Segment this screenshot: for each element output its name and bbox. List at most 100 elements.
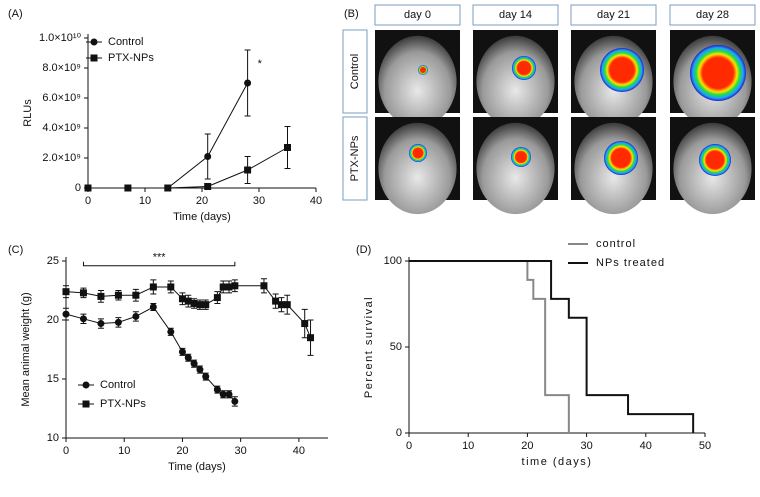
y-tick-label: 4.0×10⁹	[42, 122, 81, 134]
legend-label: Control	[108, 36, 143, 48]
data-point	[190, 360, 198, 368]
data-point	[231, 397, 239, 405]
data-point	[231, 282, 239, 290]
y-tick-label: 2.0×10⁹	[42, 152, 81, 164]
legend-label: PTX-NPs	[100, 398, 146, 410]
panel-label: (C)	[8, 244, 23, 256]
y-axis-label: Mean animal weight (g)	[20, 292, 32, 406]
data-point	[97, 292, 105, 300]
row-header: PTX-NPs	[349, 135, 361, 181]
data-point	[219, 283, 227, 291]
y-tick-label: 15	[47, 373, 59, 385]
row-header-box	[342, 29, 368, 114]
y-tick-label: 20	[47, 314, 59, 326]
y-axis-label: Percent survival	[363, 296, 375, 398]
data-point	[149, 283, 157, 291]
annotation: ***	[153, 252, 167, 264]
data-point	[284, 144, 291, 151]
x-tick-label: 0	[63, 445, 69, 457]
column-header: day 28	[696, 9, 729, 21]
data-point	[219, 390, 227, 398]
x-tick-label: 30	[580, 440, 592, 452]
legend-marker	[90, 38, 98, 46]
data-point	[260, 282, 268, 290]
legend-marker	[82, 381, 90, 389]
x-axis-label: Time (days)	[168, 461, 226, 473]
x-tick-label: 0	[406, 440, 412, 452]
annotation: *	[258, 58, 263, 70]
x-tick-label: 20	[521, 440, 533, 452]
mouse	[476, 122, 555, 215]
data-point	[225, 283, 233, 291]
data-point	[190, 299, 198, 307]
series-line	[88, 147, 288, 189]
x-tick-label: 10	[462, 440, 474, 452]
x-tick-label: 20	[196, 195, 208, 207]
signal	[604, 141, 638, 175]
x-axis-label: time (days)	[522, 456, 593, 468]
y-tick-label: 25	[47, 255, 59, 267]
x-tick-label: 0	[85, 195, 91, 207]
x-tick-label: 30	[253, 195, 265, 207]
data-point	[225, 390, 233, 398]
panel-label: (D)	[356, 244, 371, 256]
y-tick-label: 1.0×10¹⁰	[39, 32, 82, 44]
x-tick-label: 40	[310, 195, 322, 207]
data-point	[114, 291, 122, 299]
x-tick-label: 50	[699, 440, 711, 452]
mouse	[476, 35, 555, 128]
column-header-box	[570, 4, 657, 26]
data-point	[277, 301, 285, 309]
signal	[418, 65, 428, 75]
panel-label: (B)	[344, 8, 359, 20]
data-point	[167, 328, 175, 336]
image-panel: (B) day 0 day 14 day 21 day 28 Control PTX-NP…	[342, 4, 756, 215]
signal	[699, 144, 731, 176]
data-point	[178, 348, 186, 356]
data-point	[132, 312, 140, 320]
x-tick-label: 40	[293, 445, 305, 457]
y-tick-label: 6.0×10⁹	[42, 92, 81, 104]
legend-label: NPs treated	[596, 257, 665, 269]
legend-label: PTX-NPs	[108, 52, 154, 64]
panel-label: (A)	[8, 8, 23, 20]
signal	[409, 144, 427, 162]
data-point	[307, 334, 315, 342]
data-point	[283, 301, 291, 309]
data-point	[149, 303, 157, 311]
series-line	[65, 306, 236, 402]
y-tick-label: 10	[47, 432, 59, 444]
column-header-box	[669, 4, 756, 26]
data-point	[184, 297, 192, 305]
series-line	[88, 82, 249, 189]
mouse	[378, 35, 457, 128]
data-point	[202, 301, 210, 309]
annotation-bracket	[82, 261, 236, 267]
signal	[512, 56, 536, 80]
signal	[600, 48, 644, 92]
row-header-box	[342, 116, 368, 201]
data-point	[202, 373, 210, 381]
data-point	[196, 366, 204, 374]
y-tick-label: 8.0×10⁹	[42, 62, 81, 74]
mouse	[378, 122, 457, 215]
data-point	[213, 386, 221, 394]
column-header: day 0	[404, 9, 431, 21]
column-header-box	[374, 4, 461, 26]
data-point	[164, 184, 172, 192]
x-axis-label: Time (days)	[173, 211, 231, 223]
data-point	[84, 184, 92, 192]
data-point	[244, 166, 252, 174]
data-point	[62, 310, 70, 318]
data-point	[132, 291, 140, 299]
y-tick-label: 50	[390, 341, 402, 353]
x-tick-label: 20	[176, 445, 188, 457]
data-point	[204, 183, 212, 190]
column-header-box	[472, 4, 559, 26]
data-point	[272, 297, 280, 305]
x-tick-label: 10	[118, 445, 130, 457]
data-point	[79, 315, 87, 323]
data-point	[204, 153, 212, 160]
data-point	[124, 184, 132, 192]
legend-marker	[82, 400, 90, 408]
